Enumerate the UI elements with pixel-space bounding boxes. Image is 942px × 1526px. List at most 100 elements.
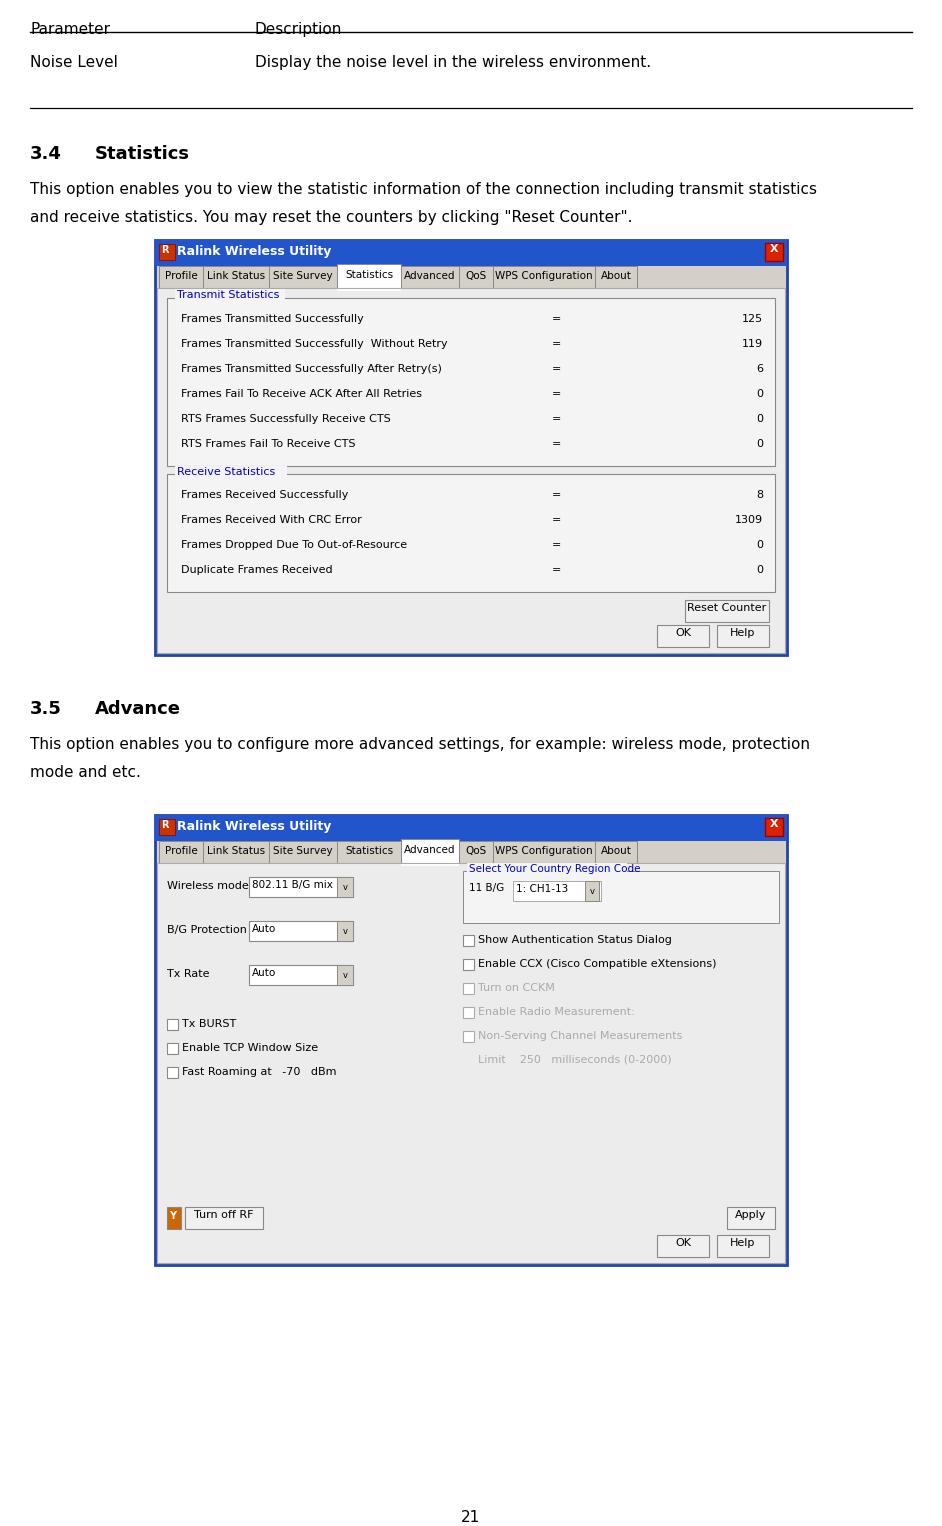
Bar <box>337 877 353 897</box>
Text: About: About <box>601 272 631 281</box>
Text: RTS Frames Fail To Receive CTS: RTS Frames Fail To Receive CTS <box>181 439 355 449</box>
Text: Auto: Auto <box>252 925 276 934</box>
Bar <box>249 922 353 942</box>
Text: 125: 125 <box>742 314 763 324</box>
Text: RTS Frames Successfully Receive CTS: RTS Frames Successfully Receive CTS <box>181 414 391 424</box>
Text: 119: 119 <box>742 339 763 349</box>
Text: Frames Fail To Receive ACK After All Retries: Frames Fail To Receive ACK After All Ret… <box>181 389 422 398</box>
Text: 0: 0 <box>756 414 763 424</box>
Text: Enable CCX (Cisco Compatible eXtensions): Enable CCX (Cisco Compatible eXtensions) <box>478 958 717 969</box>
Bar <box>337 964 353 984</box>
Bar <box>467 864 627 877</box>
Bar <box>159 819 175 835</box>
Text: OK: OK <box>675 1238 691 1248</box>
Text: B/G Protection: B/G Protection <box>167 925 247 935</box>
Bar <box>463 983 474 993</box>
Text: Frames Dropped Due To Out-of-Resource: Frames Dropped Due To Out-of-Resource <box>181 540 407 549</box>
Text: Display the noise level in the wireless environment.: Display the noise level in the wireless … <box>255 55 651 70</box>
Text: Frames Transmitted Successfully After Retry(s): Frames Transmitted Successfully After Re… <box>181 365 442 374</box>
Text: 802.11 B/G mix: 802.11 B/G mix <box>252 881 333 890</box>
Bar <box>185 1207 263 1228</box>
Text: v: v <box>343 884 348 893</box>
Text: Apply: Apply <box>736 1210 767 1219</box>
Text: 6: 6 <box>756 365 763 374</box>
Bar <box>167 1067 178 1077</box>
Bar <box>203 841 269 864</box>
Bar <box>685 600 769 623</box>
Text: Site Survey: Site Survey <box>273 272 333 281</box>
Text: Frames Received Successfully: Frames Received Successfully <box>181 490 349 501</box>
Bar <box>159 266 203 288</box>
Text: 8: 8 <box>755 490 763 501</box>
Text: Enable TCP Window Size: Enable TCP Window Size <box>182 1042 318 1053</box>
Text: WPS Configuration: WPS Configuration <box>495 272 593 281</box>
Bar <box>765 243 783 261</box>
Text: v: v <box>590 887 594 896</box>
Text: Parameter: Parameter <box>30 21 110 37</box>
Bar <box>159 244 175 259</box>
Bar <box>493 841 595 864</box>
Text: 1: CH1-13: 1: CH1-13 <box>516 884 568 894</box>
Text: v: v <box>343 971 348 980</box>
Text: Frames Transmitted Successfully  Without Retry: Frames Transmitted Successfully Without … <box>181 339 447 349</box>
Text: =: = <box>551 514 560 525</box>
Bar <box>155 240 787 655</box>
Text: Receive Statistics: Receive Statistics <box>177 467 275 478</box>
Bar <box>157 864 785 1264</box>
Text: Noise Level: Noise Level <box>30 55 118 70</box>
Text: Advance: Advance <box>95 700 181 719</box>
Text: Enable Radio Measurement:: Enable Radio Measurement: <box>478 1007 635 1016</box>
Text: Link Status: Link Status <box>207 845 265 856</box>
Text: Frames Received With CRC Error: Frames Received With CRC Error <box>181 514 362 525</box>
Text: 0: 0 <box>756 565 763 575</box>
Text: Limit    250   milliseconds (0-2000): Limit 250 milliseconds (0-2000) <box>478 1054 672 1065</box>
Text: 0: 0 <box>756 540 763 549</box>
Text: Ralink Wireless Utility: Ralink Wireless Utility <box>177 246 332 258</box>
Text: =: = <box>551 365 560 374</box>
Text: Profile: Profile <box>165 845 198 856</box>
Text: Description: Description <box>255 21 342 37</box>
Bar <box>155 815 787 1265</box>
Text: Transmit Statistics: Transmit Statistics <box>177 290 280 301</box>
Bar <box>175 465 287 481</box>
Bar <box>493 266 595 288</box>
Bar <box>167 475 775 592</box>
Bar <box>463 871 779 923</box>
Bar <box>203 266 269 288</box>
Text: Reset Counter: Reset Counter <box>688 603 767 613</box>
Bar <box>155 815 787 841</box>
Bar <box>727 1207 775 1228</box>
Bar <box>595 266 637 288</box>
Bar <box>513 881 601 900</box>
Text: Turn on CCKM: Turn on CCKM <box>478 983 555 993</box>
Text: Statistics: Statistics <box>345 845 393 856</box>
Text: Select Your Country Region Code: Select Your Country Region Code <box>469 864 641 874</box>
Text: 1309: 1309 <box>735 514 763 525</box>
Text: =: = <box>551 314 560 324</box>
Bar <box>167 298 775 465</box>
Bar <box>459 841 493 864</box>
Bar <box>717 626 769 647</box>
Text: Tx BURST: Tx BURST <box>182 1019 236 1029</box>
Text: OK: OK <box>675 629 691 638</box>
Bar <box>463 958 474 971</box>
Text: Help: Help <box>730 1238 755 1248</box>
Text: Fast Roaming at   -70   dBm: Fast Roaming at -70 dBm <box>182 1067 336 1077</box>
Text: Help: Help <box>730 629 755 638</box>
Bar <box>167 1042 178 1054</box>
Bar <box>157 288 785 653</box>
Text: 3.4: 3.4 <box>30 145 62 163</box>
Text: Turn off RF: Turn off RF <box>194 1210 253 1219</box>
Text: 21: 21 <box>462 1511 480 1524</box>
Text: =: = <box>551 414 560 424</box>
Bar <box>249 877 353 897</box>
Text: This option enables you to configure more advanced settings, for example: wirele: This option enables you to configure mor… <box>30 737 810 752</box>
Text: Tx Rate: Tx Rate <box>167 969 209 980</box>
Text: Frames Transmitted Successfully: Frames Transmitted Successfully <box>181 314 364 324</box>
Bar <box>463 935 474 946</box>
Text: Y: Y <box>169 1212 176 1221</box>
Bar <box>269 266 337 288</box>
Text: =: = <box>551 439 560 449</box>
Text: WPS Configuration: WPS Configuration <box>495 845 593 856</box>
Text: Statistics: Statistics <box>95 145 190 163</box>
